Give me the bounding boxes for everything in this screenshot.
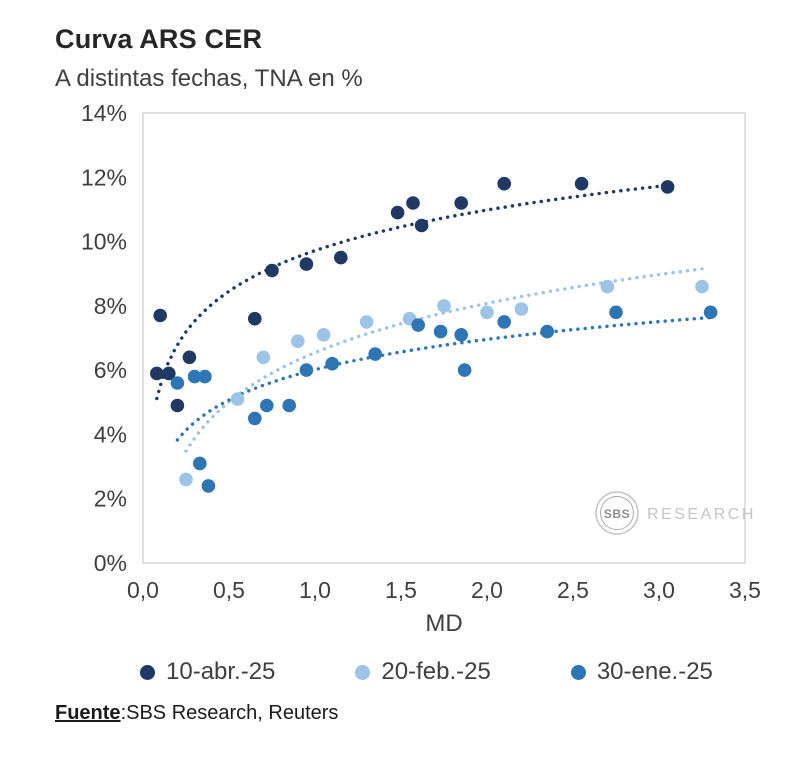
data-point-10-abr.-25 — [182, 350, 197, 365]
y-tick-label: 8% — [94, 293, 127, 319]
watermark-research-label: RESEARCH — [647, 506, 756, 523]
data-point-20-feb.-25 — [179, 472, 193, 487]
plot-border — [142, 112, 746, 564]
data-point-30-ene.-25 — [411, 318, 426, 332]
data-point-20-feb.-25 — [437, 299, 451, 313]
y-tick-label: 14% — [81, 105, 127, 126]
data-point-10-abr.-25 — [574, 176, 589, 191]
data-point-30-ene.-25 — [260, 398, 274, 413]
legend-dot-light-blue — [355, 664, 371, 680]
data-point-10-abr.-25 — [299, 257, 314, 271]
y-tick-label: 10% — [81, 229, 127, 255]
data-point-30-ene.-25 — [187, 369, 202, 384]
x-tick-label: 3,0 — [643, 577, 675, 603]
y-tick-label: 2% — [94, 486, 127, 512]
chart-subtitle: A distintas fechas, TNA en % — [55, 65, 363, 92]
x-tick-label: 3,5 — [729, 577, 761, 603]
data-point-10-abr.-25 — [153, 308, 167, 323]
legend-label: 20-feb.-25 — [381, 658, 491, 685]
trendline-30-ene.-25 — [175, 315, 713, 442]
trendline-20-feb.-25 — [184, 267, 704, 453]
data-point-20-feb.-25 — [359, 315, 374, 329]
data-point-20-feb.-25 — [230, 392, 245, 406]
x-tick-label: 0,0 — [127, 577, 159, 603]
legend-item-10-abr: 10-abr.-25 — [140, 658, 275, 686]
data-point-20-feb.-25 — [316, 328, 331, 342]
chart-legend: 10-abr.-25 20-feb.-25 30-ene.-25 — [140, 658, 800, 686]
scatter-chart: 0% 2% 4% 6% 8% 10% 12% 14% 0,0 0,5 1,0 1,5 2,0 2,5 3,0… — [81, 105, 761, 603]
data-point-10-abr.-25 — [414, 218, 429, 233]
data-point-10-abr.-25 — [162, 366, 176, 381]
data-point-30-ene.-25 — [497, 315, 512, 329]
x-tick-label: 1,5 — [385, 577, 417, 603]
watermark: SBS RESEARCH — [595, 491, 756, 535]
legend-item-20-feb: 20-feb.-25 — [355, 658, 491, 686]
data-point-20-feb.-25 — [256, 350, 271, 365]
data-point-10-abr.-25 — [170, 398, 185, 413]
y-tick-label: 0% — [94, 550, 127, 576]
data-point-30-ene.-25 — [193, 456, 207, 471]
chart-title: Curva ARS CER — [55, 24, 263, 54]
legend-dot-dark-blue — [140, 664, 155, 680]
data-point-20-feb.-25 — [291, 334, 305, 348]
x-tick-label: 2,0 — [471, 577, 503, 603]
data-point-10-abr.-25 — [390, 205, 405, 220]
legend-dot-medium-blue — [570, 664, 586, 680]
x-tick-label: 1,0 — [299, 577, 331, 603]
source-text: :SBS Research, Reuters — [120, 702, 339, 724]
data-point-30-ene.-25 — [703, 305, 718, 320]
data-point-30-ene.-25 — [454, 328, 469, 342]
data-point-10-abr.-25 — [248, 311, 262, 326]
source-label: Fuente — [55, 702, 121, 724]
data-point-10-abr.-25 — [660, 180, 675, 194]
legend-label: 10-abr.-25 — [166, 658, 276, 685]
data-point-30-ene.-25 — [609, 305, 623, 320]
data-point-10-abr.-25 — [497, 176, 512, 191]
data-point-30-ene.-25 — [282, 398, 296, 413]
source-note: Fuente:SBS Research, Reuters — [55, 702, 800, 725]
data-point-30-ene.-25 — [201, 479, 216, 493]
data-point-10-abr.-25 — [150, 366, 164, 381]
watermark-inner-ring — [600, 496, 634, 530]
data-point-30-ene.-25 — [433, 324, 448, 339]
data-point-10-abr.-25 — [334, 250, 348, 265]
watermark-outer-ring — [595, 491, 639, 535]
data-point-20-feb.-25 — [480, 305, 494, 320]
y-tick-label: 4% — [94, 421, 127, 447]
data-point-10-abr.-25 — [454, 196, 469, 210]
x-tick-label: 0,5 — [213, 577, 245, 603]
data-point-30-ene.-25 — [325, 356, 340, 371]
data-point-30-ene.-25 — [248, 411, 262, 426]
trendline-10-abr.-25 — [155, 183, 670, 401]
data-point-30-ene.-25 — [457, 363, 472, 377]
x-axis-label: MD — [425, 610, 463, 637]
data-point-30-ene.-25 — [299, 363, 314, 377]
data-point-30-ene.-25 — [198, 369, 212, 384]
data-point-10-abr.-25 — [406, 196, 420, 210]
data-point-20-feb.-25 — [695, 279, 709, 294]
data-point-10-abr.-25 — [265, 263, 279, 278]
legend-label: 30-ene.-25 — [596, 658, 713, 685]
y-tick-label: 6% — [94, 357, 127, 383]
data-point-20-feb.-25 — [600, 279, 615, 294]
data-point-30-ene.-25 — [540, 324, 554, 339]
data-point-30-ene.-25 — [368, 347, 383, 361]
y-tick-label: 12% — [81, 164, 127, 190]
data-point-20-feb.-25 — [514, 302, 529, 316]
legend-item-30-ene: 30-ene.-25 — [570, 658, 713, 686]
watermark-logo-text: SBS — [604, 507, 630, 521]
chart-header: Curva ARS CER A distintas fechas, TNA en… — [0, 0, 800, 93]
x-tick-label: 2,5 — [557, 577, 589, 603]
data-point-30-ene.-25 — [170, 376, 185, 390]
